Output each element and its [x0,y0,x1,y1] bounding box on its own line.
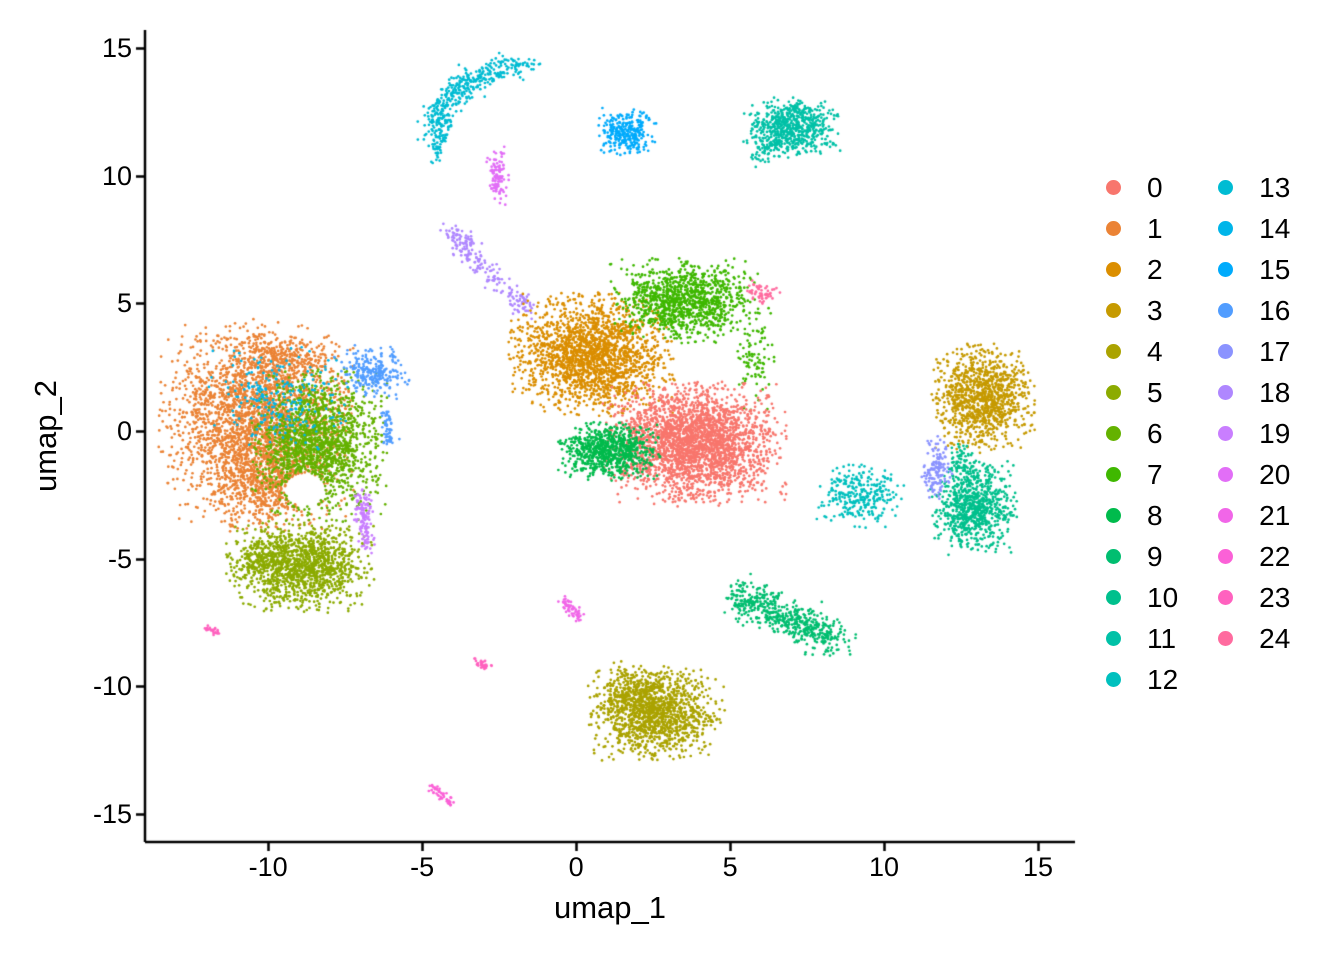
legend-column: 0 1 2 3 4 5 6 7 8 9 10 11 12 [1106,167,1178,700]
x-tick-label: 0 [568,852,584,882]
legend-cluster-label: 4 [1147,335,1163,367]
legend-dot-icon [1218,590,1234,605]
legend-item: 3 [1106,290,1178,331]
legend-item: 24 [1218,618,1290,659]
legend-dot-icon [1106,385,1121,400]
x-tick-label: -5 [410,852,435,882]
x-axis-title: umap_1 [553,890,667,925]
legend-cluster-label: 23 [1259,581,1291,613]
legend-item: 23 [1218,577,1290,618]
legend-dot-icon [1218,549,1234,564]
y-tick-label: -15 [92,798,132,829]
legend-cluster-label: 18 [1259,376,1291,408]
legend-item: 8 [1106,495,1178,536]
legend-cluster-label: 1 [1147,212,1163,244]
y-tick-label: -10 [92,671,132,702]
x-tick-label: 5 [722,852,738,882]
legend-cluster-label: 12 [1147,663,1179,695]
legend-dot-icon [1218,508,1234,523]
y-tick-label: 10 [101,160,132,191]
legend-dot-icon [1106,590,1121,605]
legend-dot-icon [1218,467,1234,482]
legend-dot-icon [1106,508,1121,523]
legend-item: 12 [1106,659,1178,700]
legend-cluster-label: 17 [1259,335,1291,367]
legend-dot-icon [1106,631,1121,646]
legend-item: 18 [1218,372,1290,413]
legend-dot-icon [1106,467,1121,482]
legend-item: 22 [1218,536,1290,577]
legend-item: 16 [1218,290,1290,331]
legend-dot-icon [1106,180,1121,195]
legend-item: 9 [1106,536,1178,577]
legend-cluster-label: 3 [1147,294,1163,326]
legend-dot-icon [1218,180,1234,195]
legend-item: 20 [1218,454,1290,495]
legend-dot-icon [1106,549,1121,564]
x-tick-label: 10 [869,852,900,882]
x-tick-label: -10 [248,852,288,882]
legend-dot-icon [1218,221,1234,236]
y-tick-label: 15 [101,32,132,63]
legend-cluster-label: 6 [1147,417,1163,449]
legend-item: 1 [1106,208,1178,249]
legend-item: 21 [1218,495,1290,536]
legend-item: 4 [1106,331,1178,372]
legend-item: 13 [1218,167,1290,208]
legend-item: 17 [1218,331,1290,372]
legend-dot-icon [1218,262,1234,277]
legend-cluster-label: 13 [1259,171,1291,203]
legend-item: 5 [1106,372,1178,413]
legend-cluster-label: 20 [1259,458,1291,490]
legend-item: 7 [1106,454,1178,495]
legend-cluster-label: 19 [1259,417,1291,449]
legend-item: 11 [1106,618,1178,659]
legend-cluster-label: 14 [1259,212,1291,244]
y-tick-label: 5 [116,288,132,319]
legend-item: 6 [1106,413,1178,454]
legend-cluster-label: 8 [1147,499,1163,531]
legend-cluster-label: 2 [1147,253,1163,285]
legend-dot-icon [1106,262,1121,277]
legend-cluster-label: 22 [1259,540,1291,572]
legend-column: 13 14 15 16 17 18 19 20 21 22 23 24 [1218,167,1290,700]
legend-item: 0 [1106,167,1178,208]
legend-dot-icon [1106,672,1121,687]
legend-dot-icon [1218,344,1234,359]
legend-dot-icon [1106,221,1121,236]
legend-cluster-label: 16 [1259,294,1291,326]
legend-dot-icon [1106,344,1121,359]
legend-dot-icon [1218,385,1234,400]
legend-dot-icon [1218,426,1234,441]
x-tick-label: 15 [1023,852,1054,882]
legend-cluster-label: 0 [1147,171,1163,203]
y-tick-label: -5 [107,543,132,574]
legend-item: 14 [1218,208,1290,249]
legend-cluster-label: 24 [1259,622,1291,654]
legend-item: 15 [1218,249,1290,290]
legend-cluster-label: 21 [1259,499,1291,531]
y-axis-title: umap_2 [28,379,63,493]
legend-cluster-label: 11 [1147,622,1177,654]
legend-dot-icon [1218,303,1234,318]
legend-cluster-label: 9 [1147,540,1163,572]
legend-cluster-label: 7 [1147,458,1163,490]
legend-cluster-label: 15 [1259,253,1291,285]
y-tick-label: 0 [116,415,132,446]
legend-item: 10 [1106,577,1178,618]
legend-dot-icon [1218,631,1234,646]
legend: 0 1 2 3 4 5 6 7 8 9 10 11 12 13 14 15 16 17 18 19 20 21 22 23 24 [1106,167,1290,700]
legend-dot-icon [1106,426,1121,441]
legend-item: 2 [1106,249,1178,290]
legend-dot-icon [1106,303,1121,318]
legend-item: 19 [1218,413,1290,454]
legend-cluster-label: 5 [1147,376,1163,408]
legend-cluster-label: 10 [1147,581,1179,613]
